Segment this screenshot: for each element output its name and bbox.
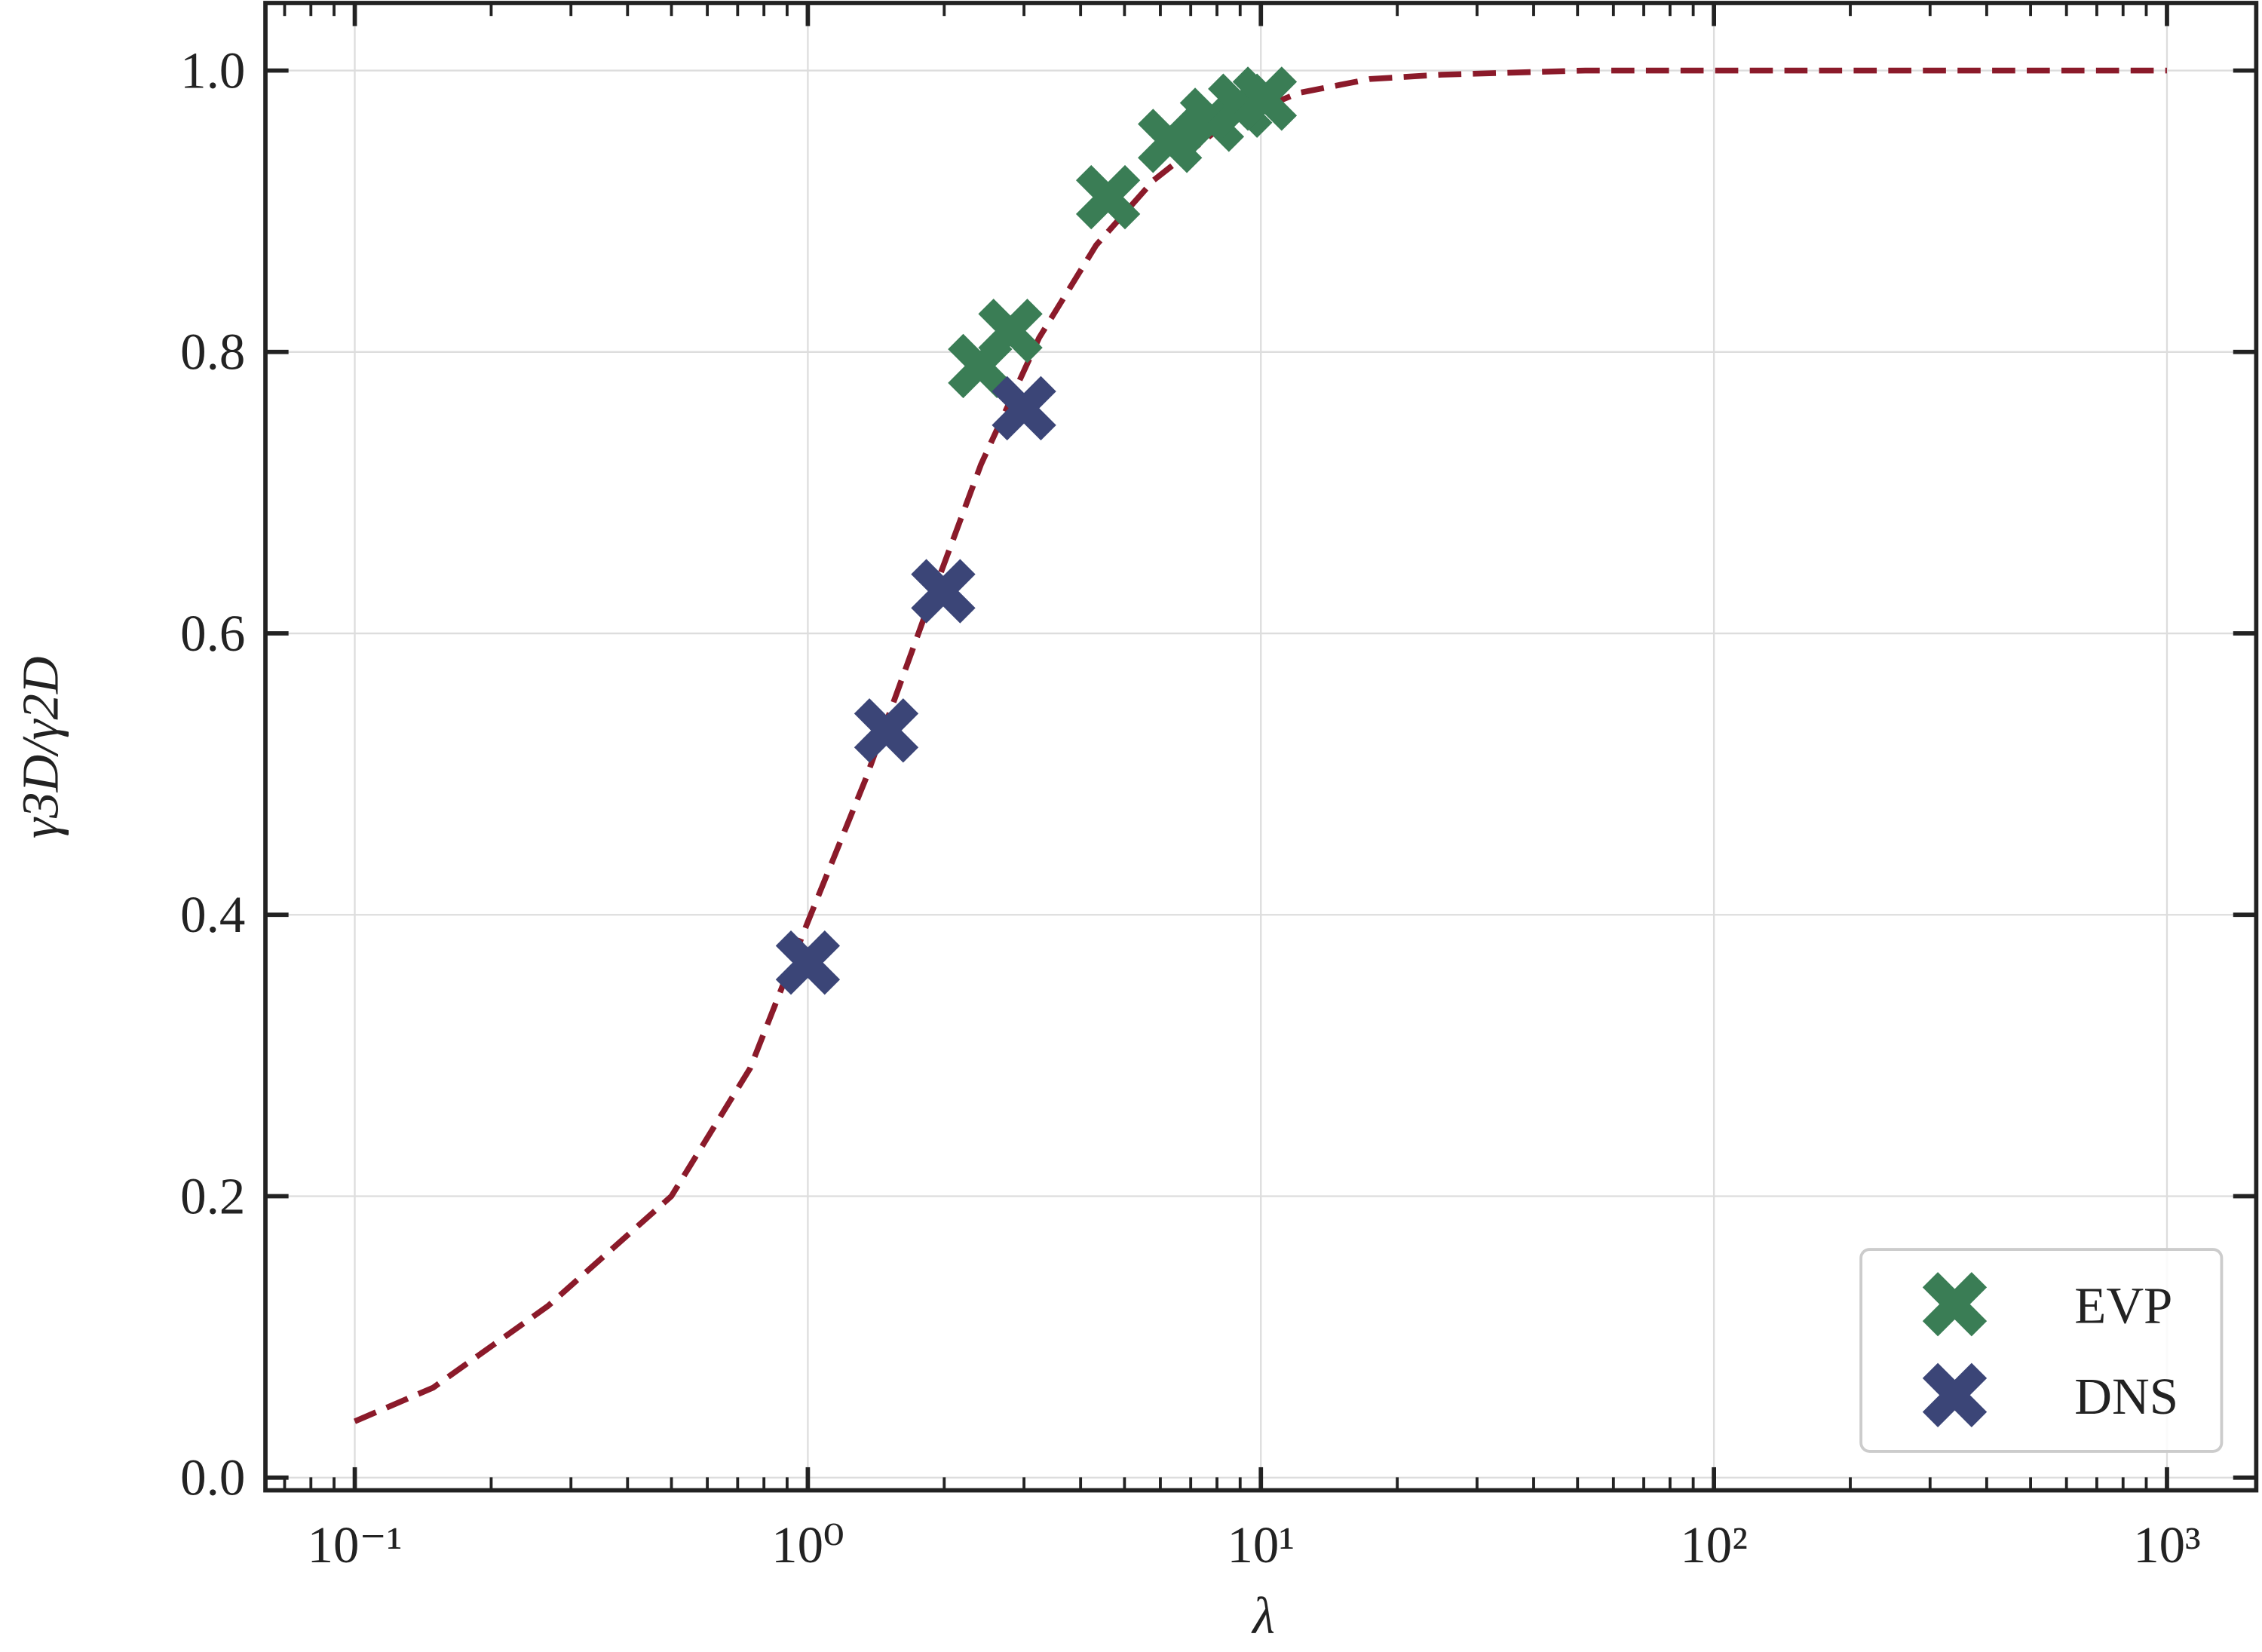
marker bbox=[1232, 66, 1298, 131]
legend-label: DNS bbox=[2074, 1368, 2178, 1425]
x-tick-label: 10² bbox=[1680, 1516, 1748, 1574]
legend-marker bbox=[1922, 1272, 1988, 1337]
y-tick-label: 0.8 bbox=[180, 323, 245, 381]
marker bbox=[854, 698, 919, 763]
x-tick-label: 10⁻¹ bbox=[308, 1516, 403, 1574]
axes-frame bbox=[263, 1, 2259, 1493]
x-tick-label: 10¹ bbox=[1228, 1516, 1295, 1574]
marker bbox=[1138, 109, 1203, 173]
x-tick-label: 10³ bbox=[2133, 1516, 2201, 1574]
y-tick-label: 0.0 bbox=[180, 1449, 245, 1506]
marker bbox=[1075, 164, 1141, 230]
legend-marker bbox=[1922, 1362, 1988, 1427]
y-tick-label: 1.0 bbox=[180, 42, 245, 100]
x-axis-label: λ bbox=[1251, 1587, 1275, 1644]
marker bbox=[911, 559, 976, 624]
y-tick-label: 0.2 bbox=[180, 1167, 245, 1224]
marker bbox=[978, 299, 1043, 363]
x-tick-label: 10⁰ bbox=[771, 1516, 844, 1574]
y-tick-label: 0.4 bbox=[180, 886, 245, 943]
marker bbox=[775, 930, 841, 995]
y-axis-label: γ3D/γ2D bbox=[12, 656, 69, 838]
legend-label: EVP bbox=[2074, 1277, 2172, 1335]
y-tick-label: 0.6 bbox=[180, 605, 245, 662]
marker bbox=[992, 375, 1056, 441]
